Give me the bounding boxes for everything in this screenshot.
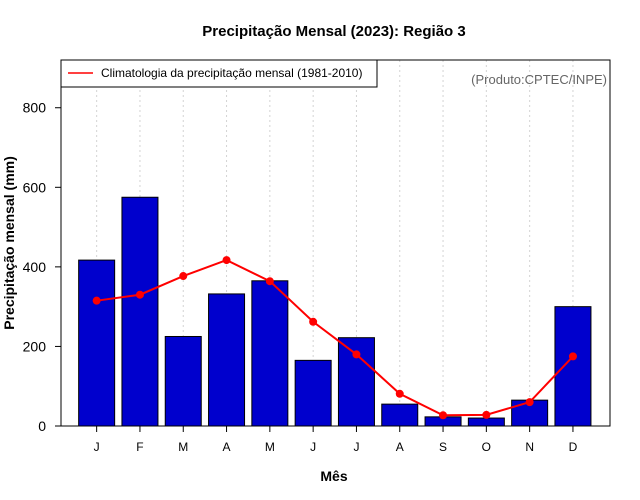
bar-series — [78, 196, 592, 427]
y-axis: 0 200 400 600 800 — [23, 100, 61, 434]
bar-2 — [164, 335, 202, 427]
x-tick-label: M — [265, 440, 275, 454]
bar-3 — [208, 293, 246, 427]
climatology-point-6 — [352, 350, 361, 359]
climatology-point-5 — [309, 317, 318, 326]
y-tick-label: 600 — [23, 179, 47, 195]
y-tick-label: 0 — [38, 418, 46, 434]
x-tick-label: J — [310, 440, 316, 454]
y-tick-label: 800 — [23, 100, 47, 116]
x-tick-label: S — [439, 440, 447, 454]
x-tick-label: O — [482, 440, 491, 454]
x-tick-label: M — [178, 440, 188, 454]
climatology-point-1 — [135, 290, 144, 299]
x-tick-label: F — [136, 440, 143, 454]
x-tick-label: A — [223, 440, 231, 454]
y-axis-label: Precipitação mensal (mm) — [1, 156, 17, 330]
bar-5 — [294, 359, 332, 427]
bar-1 — [121, 196, 159, 427]
climatology-point-3 — [222, 256, 231, 265]
x-axis-label: Mês — [320, 468, 347, 484]
bar-11 — [554, 306, 592, 427]
x-tick-label: J — [94, 440, 100, 454]
climatology-line — [96, 259, 574, 417]
bar-0 — [78, 259, 116, 427]
climatology-point-7 — [395, 389, 404, 398]
bar-7 — [381, 403, 419, 427]
bar-9 — [467, 417, 505, 427]
legend-box — [60, 59, 378, 88]
chart-title: Precipitação Mensal (2023): Região 3 — [202, 23, 465, 40]
legend: Climatologia da precipitação mensal (198… — [60, 59, 378, 88]
source-annotation: (Produto:CPTEC/INPE) — [471, 72, 607, 87]
y-tick-label: 200 — [23, 338, 47, 354]
x-tick-label: A — [396, 440, 404, 454]
climatology-point-10 — [525, 398, 534, 407]
climatology-point-11 — [568, 352, 577, 361]
climatology-point-0 — [92, 296, 101, 305]
climatology-point-4 — [265, 277, 274, 286]
climatology-line-series — [92, 256, 577, 420]
bar-4 — [251, 280, 289, 427]
climatology-point-8 — [439, 411, 448, 420]
x-tick-label: D — [569, 440, 578, 454]
x-tick-label: N — [525, 440, 534, 454]
climatology-point-2 — [179, 272, 188, 281]
y-tick-label: 400 — [23, 259, 47, 275]
x-tick-label: J — [353, 440, 359, 454]
climatology-point-9 — [482, 410, 491, 419]
legend-entry: Climatologia da precipitação mensal (198… — [101, 66, 362, 80]
